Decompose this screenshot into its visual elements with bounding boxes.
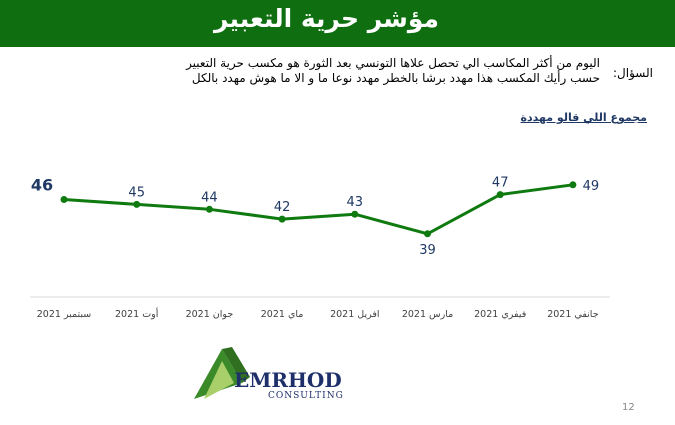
x-tick-label: جانفي 2021 xyxy=(547,309,598,320)
logo-mark-icon xyxy=(194,347,250,399)
title-bar: مؤشر حرية التعبير xyxy=(0,0,675,47)
x-tick-label: جوان 2021 xyxy=(186,309,234,320)
x-tick-label: فيفري 2021 xyxy=(474,309,526,320)
data-point xyxy=(351,210,359,218)
data-label: 49 xyxy=(583,179,600,194)
data-point xyxy=(569,181,577,189)
data-label: 45 xyxy=(128,185,145,200)
data-point xyxy=(424,230,431,238)
company-logo: EMRHOD CONSULTING xyxy=(192,343,358,403)
chart-subtitle: مجموع اللي قالو مهددة xyxy=(520,111,647,124)
data-label: 47 xyxy=(492,176,509,191)
question-line-2: حسب رأيك المكسب هذا مهدد برشا بالخطر مهد… xyxy=(191,71,600,85)
logo-name: EMRHOD xyxy=(234,368,342,392)
x-tick-label: افريل 2021 xyxy=(330,309,379,320)
page-title: مؤشر حرية التعبير xyxy=(213,4,439,33)
data-label: 39 xyxy=(419,243,436,258)
x-tick-label: سبتمبر 2021 xyxy=(37,309,92,320)
data-label: 42 xyxy=(274,200,291,215)
data-point xyxy=(60,196,68,203)
question-text: اليوم من أكثر المكاسب الي تحصل علاها الت… xyxy=(120,56,600,86)
data-point xyxy=(278,215,286,223)
x-tick-label: مارس 2021 xyxy=(402,309,453,320)
data-label: 46 xyxy=(31,176,53,195)
x-tick-label: أوت 2021 xyxy=(115,307,159,320)
question-line-1: اليوم من أكثر المكاسب الي تحصل علاها الت… xyxy=(186,56,600,70)
data-point xyxy=(133,200,141,208)
data-label: 44 xyxy=(201,190,218,205)
series-line xyxy=(63,183,574,236)
data-point xyxy=(205,205,213,213)
question-label: السؤال: xyxy=(613,66,653,80)
logo-subtext: CONSULTING xyxy=(268,391,344,401)
data-label: 43 xyxy=(347,195,364,210)
x-tick-label: ماي 2021 xyxy=(261,309,304,320)
page-number: 12 xyxy=(622,402,635,413)
data-point xyxy=(496,191,504,199)
